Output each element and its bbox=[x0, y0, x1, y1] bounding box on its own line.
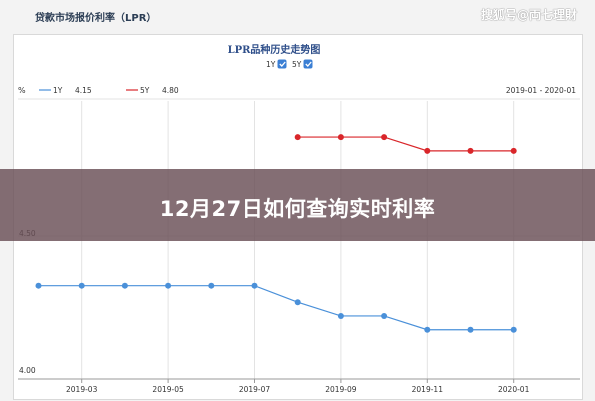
lpr-history-chart: LPR品种历史走势图 1Y 5Y % 1Y 4.15 5Y 4.80 2019-01 -… bbox=[18, 43, 580, 394]
y-unit-label: % bbox=[18, 86, 26, 95]
x-axis: 2019-03 2019-05 2019-07 2019-09 2019-11 2020-… bbox=[66, 379, 530, 394]
data-point[interactable] bbox=[337, 312, 344, 319]
data-point[interactable] bbox=[208, 282, 215, 289]
data-point[interactable] bbox=[467, 147, 474, 154]
page-title: 贷款市场报价利率（LPR） bbox=[35, 13, 157, 24]
checkbox-icon[interactable] bbox=[303, 59, 313, 69]
legend-item-5y[interactable]: 5Y 4.80 bbox=[126, 86, 179, 95]
legend: 1Y 4.15 5Y 4.80 bbox=[39, 86, 179, 95]
series-toggle-label: 1Y bbox=[266, 60, 276, 69]
x-tick-label: 2020-01 bbox=[498, 385, 530, 394]
y-tick-label: 4.00 bbox=[19, 366, 36, 375]
page-header: 贷款市场报价利率（LPR） 搜狐号@両七理財 bbox=[0, 0, 595, 32]
x-tick-label: 2019-11 bbox=[412, 385, 444, 394]
series-5y bbox=[294, 134, 517, 154]
checkbox-icon[interactable] bbox=[277, 59, 287, 69]
data-point[interactable] bbox=[294, 134, 301, 141]
legend-series-name: 1Y bbox=[53, 86, 63, 95]
data-point[interactable] bbox=[424, 326, 431, 333]
series-layer bbox=[35, 134, 517, 333]
legend-item-1y[interactable]: 1Y 4.15 bbox=[39, 86, 92, 95]
x-tick-label: 2019-05 bbox=[152, 385, 184, 394]
data-point[interactable] bbox=[121, 282, 128, 289]
x-tick-label: 2019-07 bbox=[239, 385, 271, 394]
check-mark-icon bbox=[305, 61, 312, 67]
x-tick-label: 2019-03 bbox=[66, 385, 98, 394]
data-point[interactable] bbox=[251, 282, 258, 289]
legend-latest-value: 4.15 bbox=[75, 86, 92, 95]
data-point[interactable] bbox=[35, 282, 42, 289]
series-line bbox=[297, 136, 514, 152]
series-1y bbox=[35, 282, 517, 333]
legend-series-name: 5Y bbox=[140, 86, 150, 95]
series-toggle-1y[interactable]: 1Y bbox=[266, 59, 287, 69]
data-point[interactable] bbox=[78, 282, 85, 289]
data-point[interactable] bbox=[294, 299, 301, 306]
x-tick-label: 2019-09 bbox=[325, 385, 357, 394]
data-point[interactable] bbox=[510, 326, 517, 333]
y-axis: 4.504.00 bbox=[19, 229, 36, 375]
data-point[interactable] bbox=[424, 147, 431, 154]
data-point[interactable] bbox=[165, 282, 172, 289]
date-range-label: 2019-01 - 2020-01 bbox=[506, 86, 576, 95]
data-point[interactable] bbox=[337, 134, 344, 141]
series-toggle-label: 5Y bbox=[292, 60, 302, 69]
watermark: 搜狐号@両七理財 bbox=[480, 8, 577, 22]
series-toggle-row: 1Y 5Y bbox=[266, 59, 313, 69]
chart-title: LPR品种历史走势图 bbox=[228, 43, 321, 56]
legend-latest-value: 4.80 bbox=[162, 86, 179, 95]
data-point[interactable] bbox=[381, 134, 388, 141]
series-line bbox=[38, 285, 514, 331]
data-point[interactable] bbox=[467, 326, 474, 333]
overlay-title: 12月27日如何查询实时利率 bbox=[159, 197, 436, 221]
data-point[interactable] bbox=[510, 147, 517, 154]
check-mark-icon bbox=[279, 61, 286, 67]
overlay-banner: 12月27日如何查询实时利率 bbox=[0, 169, 595, 241]
series-toggle-5y[interactable]: 5Y bbox=[292, 59, 313, 69]
data-point[interactable] bbox=[381, 312, 388, 319]
